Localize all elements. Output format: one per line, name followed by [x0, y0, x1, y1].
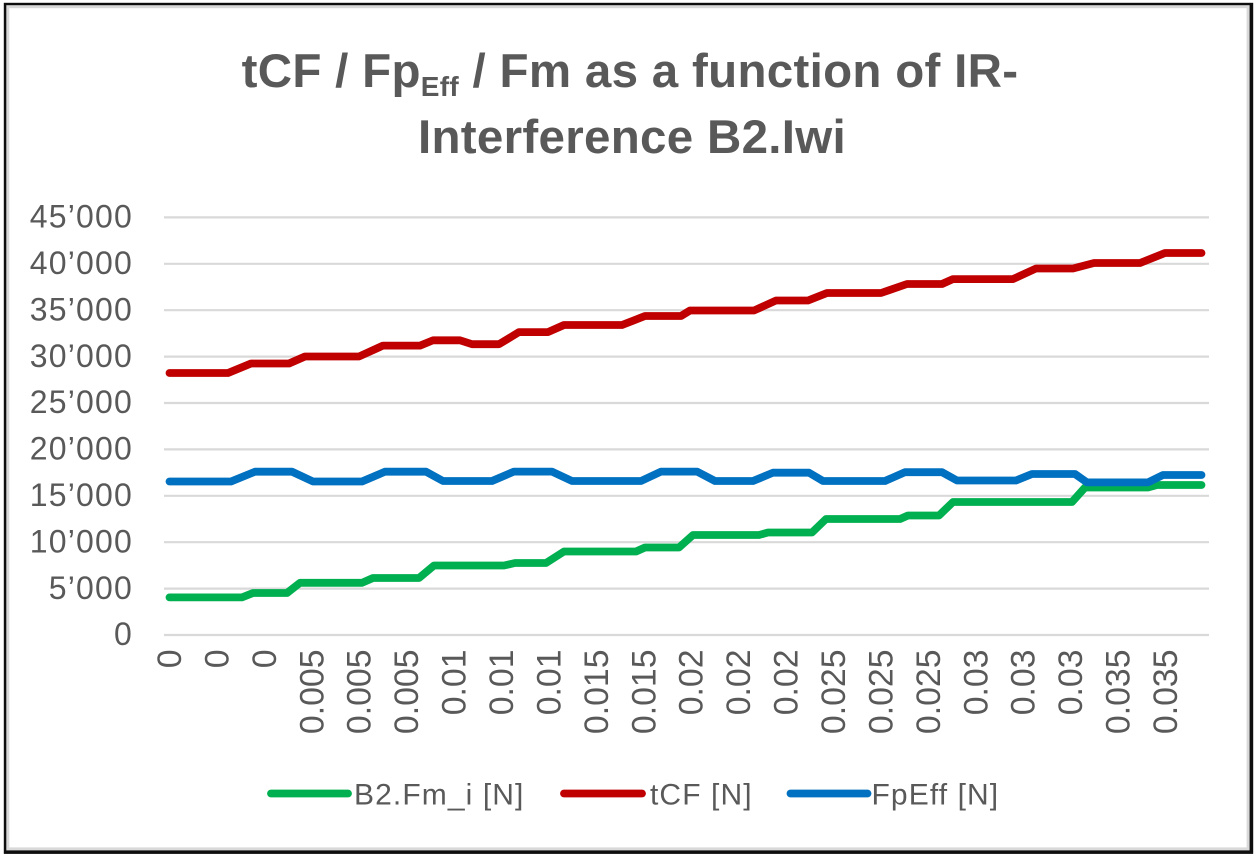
svg-text:5’000: 5’000: [49, 570, 133, 606]
svg-text:0.01: 0.01: [483, 650, 521, 716]
svg-text:tCF [N]: tCF [N]: [650, 779, 753, 812]
svg-text:0.03: 0.03: [1005, 650, 1043, 716]
svg-text:0.005: 0.005: [388, 650, 426, 735]
svg-text:0.01: 0.01: [436, 650, 474, 716]
svg-text:Interference B2.Iwi: Interference B2.Iwi: [418, 111, 846, 164]
svg-text:0.01: 0.01: [530, 650, 568, 716]
svg-text:25’000: 25’000: [30, 384, 133, 420]
svg-text:0: 0: [198, 650, 236, 669]
svg-text:0: 0: [151, 650, 189, 669]
svg-text:35’000: 35’000: [30, 291, 133, 327]
svg-text:40’000: 40’000: [30, 245, 133, 281]
svg-text:0.025: 0.025: [815, 650, 853, 735]
svg-text:0.015: 0.015: [625, 650, 663, 735]
svg-text:0.005: 0.005: [293, 650, 331, 735]
svg-text:tCF / FpEff / Fm as a function: tCF / FpEff / Fm as a function of IR-: [242, 45, 1019, 102]
svg-text:0.02: 0.02: [768, 650, 806, 716]
svg-text:30’000: 30’000: [30, 338, 133, 374]
svg-text:10’000: 10’000: [30, 523, 133, 559]
svg-text:0: 0: [114, 616, 133, 652]
svg-text:0.03: 0.03: [1052, 650, 1090, 716]
svg-text:15’000: 15’000: [30, 477, 133, 513]
svg-text:0.015: 0.015: [578, 650, 616, 735]
svg-text:0.03: 0.03: [957, 650, 995, 716]
svg-text:0: 0: [246, 650, 284, 669]
svg-text:0.005: 0.005: [341, 650, 379, 735]
svg-text:20’000: 20’000: [30, 431, 133, 467]
svg-text:B2.Fm_i [N]: B2.Fm_i [N]: [354, 779, 524, 812]
svg-text:0.025: 0.025: [910, 650, 948, 735]
svg-text:0.035: 0.035: [1147, 650, 1185, 735]
svg-text:0.035: 0.035: [1100, 650, 1138, 735]
svg-text:0.025: 0.025: [863, 650, 901, 735]
svg-text:0.02: 0.02: [673, 650, 711, 716]
svg-text:FpEff [N]: FpEff [N]: [872, 779, 1000, 812]
svg-text:45’000: 45’000: [30, 199, 133, 235]
svg-text:0.02: 0.02: [720, 650, 758, 716]
